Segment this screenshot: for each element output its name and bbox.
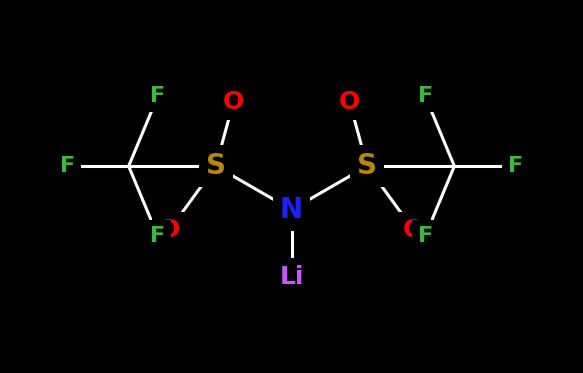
Text: N: N: [280, 196, 303, 224]
Text: Li: Li: [279, 265, 304, 289]
Text: F: F: [150, 87, 166, 106]
Text: F: F: [417, 87, 433, 106]
Text: S: S: [357, 152, 377, 180]
Text: O: O: [159, 218, 180, 242]
Text: F: F: [60, 156, 75, 176]
Text: S: S: [206, 152, 226, 180]
Text: O: O: [339, 90, 360, 114]
Text: F: F: [508, 156, 523, 176]
Text: O: O: [403, 218, 424, 242]
Text: O: O: [223, 90, 244, 114]
Text: F: F: [417, 226, 433, 246]
Text: F: F: [150, 226, 166, 246]
